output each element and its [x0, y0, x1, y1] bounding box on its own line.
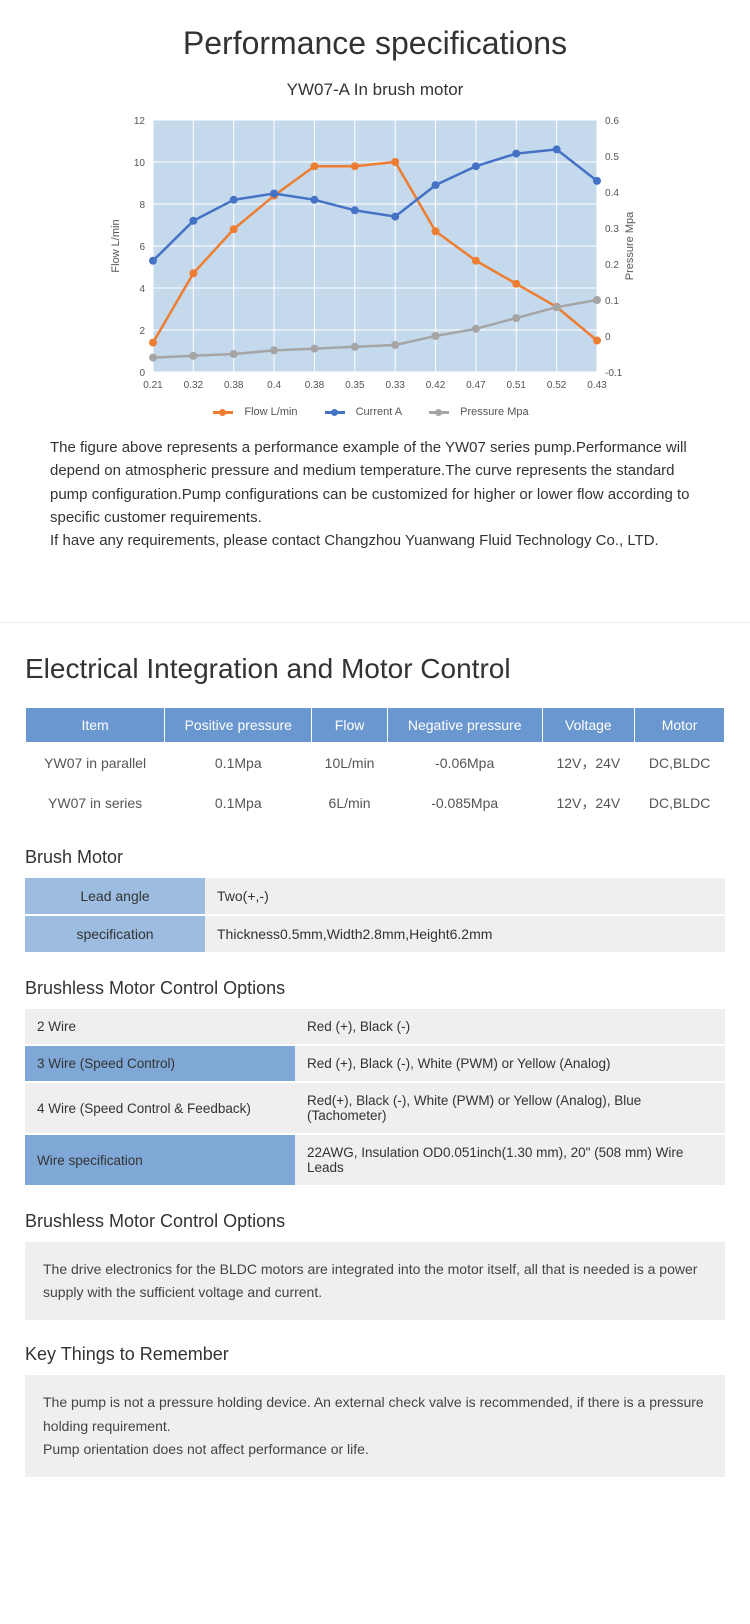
brush-motor-heading: Brush Motor	[25, 847, 725, 868]
svg-text:0.5: 0.5	[605, 152, 619, 163]
svg-text:0.4: 0.4	[605, 188, 619, 199]
performance-section: Performance specifications YW07-A In bru…	[0, 0, 750, 592]
svg-text:0.32: 0.32	[184, 380, 204, 391]
svg-text:6: 6	[139, 242, 145, 253]
table-cell: -0.085Mpa	[387, 783, 542, 823]
svg-text:0.33: 0.33	[385, 380, 405, 391]
key-things-heading: Key Things to Remember	[25, 1344, 725, 1365]
table-cell: Red(+), Black (-), White (PWM) or Yellow…	[295, 1082, 725, 1134]
legend-flow: Flow L/min	[244, 406, 297, 418]
svg-text:2: 2	[139, 326, 145, 337]
svg-text:0: 0	[605, 332, 611, 343]
chart-legend: Flow L/min Current A Pressure Mpa	[105, 400, 645, 418]
brushless-options-heading: Brushless Motor Control Options	[25, 978, 725, 999]
svg-text:0.6: 0.6	[605, 116, 619, 127]
table-cell: specification	[25, 915, 205, 953]
svg-text:0.21: 0.21	[143, 380, 163, 391]
svg-text:-0.1: -0.1	[605, 368, 623, 379]
table-cell: 4 Wire (Speed Control & Feedback)	[25, 1082, 295, 1134]
table-header: Negative pressure	[387, 708, 542, 743]
legend-pressure: Pressure Mpa	[460, 406, 528, 418]
brushless-note: The drive electronics for the BLDC motor…	[25, 1242, 725, 1320]
performance-chart: 0 2 4 6 8 10 12 -0.1 0 0.1 0.2 0.3 0.4 0.5 0.6 0.21 0.32…	[105, 110, 645, 418]
chart-description-1: The figure above represents a performanc…	[40, 436, 710, 529]
svg-text:Flow L/min: Flow L/min	[110, 219, 122, 272]
electrical-section: Electrical Integration and Motor Control…	[0, 653, 750, 1516]
table-cell: Red (+), Black (-)	[295, 1009, 725, 1045]
table-row: Lead angleTwo(+,-)	[25, 878, 725, 915]
table-cell: Two(+,-)	[205, 878, 725, 915]
table-row: YW07 in series0.1Mpa6L/min-0.085Mpa12V，2…	[26, 783, 725, 823]
svg-text:0.3: 0.3	[605, 224, 619, 235]
table-cell: YW07 in parallel	[26, 743, 165, 784]
table-cell: 22AWG, Insulation OD0.051inch(1.30 mm), …	[295, 1134, 725, 1186]
table-cell: 12V，24V	[542, 743, 635, 784]
table-cell: 2 Wire	[25, 1009, 295, 1045]
table-header: Flow	[312, 708, 388, 743]
brush-motor-table: Lead angleTwo(+,-)specificationThickness…	[25, 878, 725, 954]
svg-text:0.35: 0.35	[345, 380, 365, 391]
page-title: Performance specifications	[40, 25, 710, 62]
table-cell: DC,BLDC	[635, 783, 725, 823]
svg-text:8: 8	[139, 200, 145, 211]
table-header: Positive pressure	[165, 708, 312, 743]
svg-text:10: 10	[134, 158, 146, 169]
svg-text:12: 12	[134, 116, 146, 127]
table-row: 3 Wire (Speed Control)Red (+), Black (-)…	[25, 1045, 725, 1082]
table-header: Item	[26, 708, 165, 743]
svg-text:0: 0	[139, 368, 145, 379]
table-cell: Red (+), Black (-), White (PWM) or Yello…	[295, 1045, 725, 1082]
note-text: The drive electronics for the BLDC motor…	[43, 1261, 697, 1300]
table-cell: 0.1Mpa	[165, 783, 312, 823]
svg-text:0.38: 0.38	[305, 380, 325, 391]
table-header: Voltage	[542, 708, 635, 743]
svg-text:0.2: 0.2	[605, 260, 619, 271]
chart-svg: 0 2 4 6 8 10 12 -0.1 0 0.1 0.2 0.3 0.4 0.5 0.6 0.21 0.32…	[105, 110, 645, 400]
table-row: 2 WireRed (+), Black (-)	[25, 1009, 725, 1045]
table-cell: DC,BLDC	[635, 743, 725, 784]
table-header: Motor	[635, 708, 725, 743]
svg-text:0.42: 0.42	[426, 380, 446, 391]
table-row: YW07 in parallel0.1Mpa10L/min-0.06Mpa12V…	[26, 743, 725, 784]
svg-text:0.43: 0.43	[587, 380, 607, 391]
table-cell: 10L/min	[312, 743, 388, 784]
section-divider	[0, 622, 750, 623]
svg-text:4: 4	[139, 284, 145, 295]
spec-table: ItemPositive pressureFlowNegative pressu…	[25, 707, 725, 823]
svg-text:0.52: 0.52	[547, 380, 567, 391]
table-cell: Wire specification	[25, 1134, 295, 1186]
svg-text:0.38: 0.38	[224, 380, 244, 391]
table-row: Wire specification22AWG, Insulation OD0.…	[25, 1134, 725, 1186]
table-row: 4 Wire (Speed Control & Feedback)Red(+),…	[25, 1082, 725, 1134]
note-text-b: Pump orientation does not affect perform…	[43, 1441, 369, 1457]
note-text-a: The pump is not a pressure holding devic…	[43, 1394, 704, 1433]
table-cell: -0.06Mpa	[387, 743, 542, 784]
chart-description-2: If have any requirements, please contact…	[40, 529, 710, 552]
legend-current: Current A	[356, 406, 402, 418]
section-title: Electrical Integration and Motor Control	[25, 653, 725, 685]
table-cell: 0.1Mpa	[165, 743, 312, 784]
table-cell: 6L/min	[312, 783, 388, 823]
table-cell: 3 Wire (Speed Control)	[25, 1045, 295, 1082]
table-cell: Thickness0.5mm,Width2.8mm,Height6.2mm	[205, 915, 725, 953]
key-things-note: The pump is not a pressure holding devic…	[25, 1375, 725, 1476]
chart-subtitle: YW07-A In brush motor	[40, 80, 710, 100]
table-row: specificationThickness0.5mm,Width2.8mm,H…	[25, 915, 725, 953]
table-cell: Lead angle	[25, 878, 205, 915]
svg-text:Pressure Mpa: Pressure Mpa	[624, 211, 636, 280]
table-cell: YW07 in series	[26, 783, 165, 823]
brushless-note-heading: Brushless Motor Control Options	[25, 1211, 725, 1232]
svg-text:0.1: 0.1	[605, 296, 619, 307]
brushless-options-table: 2 WireRed (+), Black (-)3 Wire (Speed Co…	[25, 1009, 725, 1187]
svg-text:0.4: 0.4	[267, 380, 281, 391]
table-cell: 12V，24V	[542, 783, 635, 823]
svg-text:0.51: 0.51	[507, 380, 527, 391]
svg-text:0.47: 0.47	[466, 380, 486, 391]
